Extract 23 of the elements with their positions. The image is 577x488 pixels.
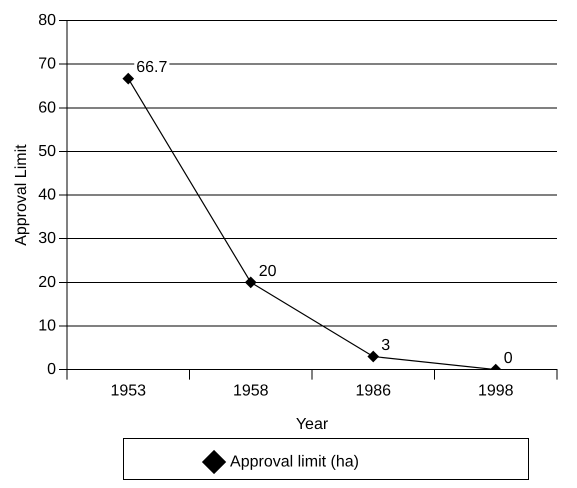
legend-label: Approval limit (ha)	[230, 453, 359, 470]
point	[122, 73, 134, 84]
x-tick-label: 1953	[110, 382, 146, 400]
y-tick-label: 70	[38, 56, 56, 73]
x-axis-title: Year	[296, 416, 329, 433]
y-axis-title: Approval Limit	[13, 144, 30, 246]
y-tick-label: 80	[38, 12, 56, 30]
x-tick-label: 1958	[232, 382, 269, 400]
y-tick-label: 40	[38, 186, 56, 204]
x-tick-label: 1986	[355, 382, 392, 400]
data-label: 3	[381, 336, 390, 354]
y-tick-label: 60	[38, 99, 56, 116]
x-tick-label: 1998	[478, 382, 514, 400]
point	[368, 350, 379, 362]
data-label: 66.7	[136, 59, 168, 76]
y-tick-label: 0	[47, 361, 56, 378]
y-tick-label: 30	[38, 230, 56, 248]
y-tick-label: 10	[38, 317, 56, 334]
data-label: 20	[258, 262, 277, 280]
data-label: 0	[504, 350, 513, 368]
y-tick-label: 20	[38, 274, 56, 291]
y-tick-label: 50	[38, 142, 56, 160]
point	[245, 276, 256, 288]
